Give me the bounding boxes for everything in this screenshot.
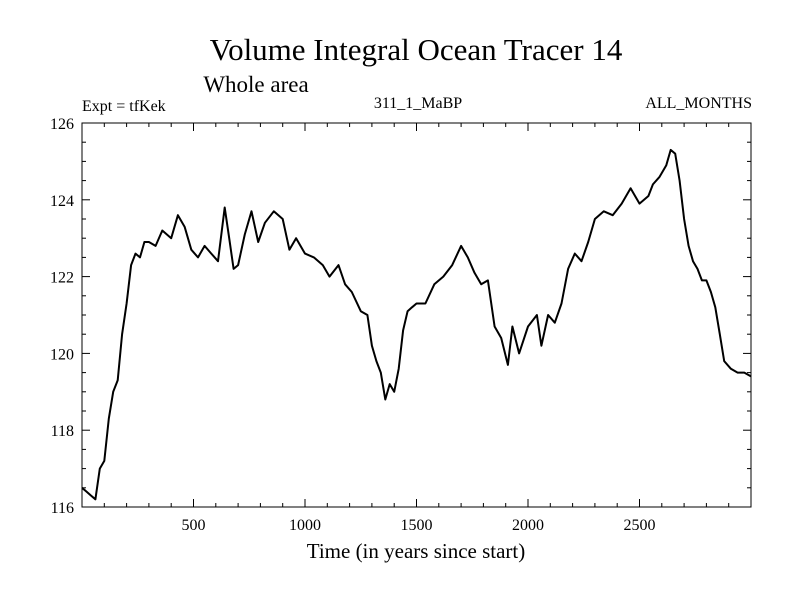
y-tick-label-118: 118 <box>51 423 74 440</box>
months-label: ALL_MONTHS <box>645 95 752 112</box>
y-tick-label-122: 122 <box>50 270 74 287</box>
y-tick-label-124: 124 <box>50 193 74 210</box>
axis-ticks <box>82 123 751 507</box>
x-tick-label-500: 500 <box>182 517 206 534</box>
x-axis-label: Time (in years since start) <box>307 539 526 563</box>
run-label: 311_1_MaBP <box>374 95 462 112</box>
experiment-label: Expt = tfKek <box>82 98 166 115</box>
x-tick-label-1000: 1000 <box>289 517 321 534</box>
x-axis-tick-labels: 500 1000 1500 2000 2500 <box>182 517 656 534</box>
y-tick-label-126: 126 <box>50 116 74 133</box>
y-tick-label-116: 116 <box>51 500 74 517</box>
y-axis-tick-labels: 116 118 120 122 124 126 <box>50 116 74 517</box>
y-tick-label-120: 120 <box>50 346 74 363</box>
x-tick-label-1500: 1500 <box>401 517 433 534</box>
x-tick-label-2000: 2000 <box>512 517 544 534</box>
series-line <box>81 148 752 501</box>
x-tick-label-2500: 2500 <box>624 517 656 534</box>
chart-subtitle: Whole area <box>203 72 308 97</box>
chart-title: Volume Integral Ocean Tracer 14 <box>210 32 623 67</box>
plot-frame <box>81 122 752 508</box>
